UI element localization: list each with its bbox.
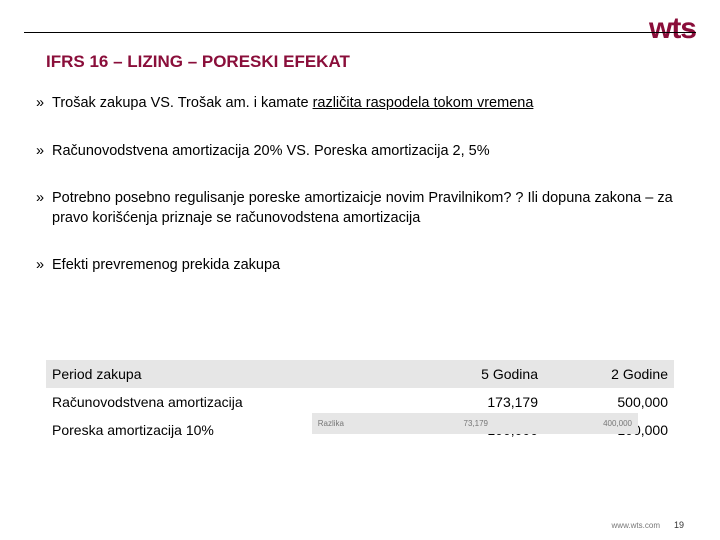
table-cell: 500,000 (544, 392, 674, 412)
data-table: Period zakupa 5 Godina 2 Godine Računovo… (46, 360, 674, 444)
table-header-row: Period zakupa 5 Godina 2 Godine (46, 360, 674, 388)
table-footer-row: Razlika 73,179 400,000 (312, 413, 638, 434)
list-item-text: Efekti prevremenog prekida zakupa (52, 256, 684, 276)
bullet-marker-icon: » (36, 94, 52, 114)
bullet-list: » Trošak zakupa VS. Trošak am. i kamate … (36, 94, 684, 300)
table-cell: 173,179 (414, 392, 544, 412)
list-item-text-prefix: Trošak zakupa VS. Trošak am. i kamate (52, 95, 313, 111)
table-footer-cell: Razlika (312, 417, 350, 430)
table-footer-cell: 73,179 (364, 417, 494, 430)
list-item-text: Računovodstvena amortizacija 20% VS. Por… (52, 142, 684, 162)
list-item-text: Potrebno posebno regulisanje poreske amo… (52, 189, 684, 228)
table-header-cell: 5 Godina (414, 364, 544, 384)
slide-page: wts IFRS 16 – LIZING – PORESKI EFEKAT » … (0, 0, 720, 540)
table-header-cell: 2 Godine (544, 364, 674, 384)
bullet-marker-icon: » (36, 142, 52, 162)
list-item: » Efekti prevremenog prekida zakupa (36, 256, 684, 276)
page-footer: www.wts.com 19 (612, 520, 684, 530)
bullet-marker-icon: » (36, 256, 52, 276)
table-header-cell: Period zakupa (46, 364, 414, 384)
page-number: 19 (674, 520, 684, 530)
horizontal-rule (24, 32, 696, 33)
table-footer-cell: 400,000 (508, 417, 638, 430)
list-item: » Potrebno posebno regulisanje poreske a… (36, 189, 684, 228)
bullet-marker-icon: » (36, 189, 52, 209)
list-item: » Računovodstvena amortizacija 20% VS. P… (36, 142, 684, 162)
list-item: » Trošak zakupa VS. Trošak am. i kamate … (36, 94, 684, 114)
table-row: Računovodstvena amortizacija 173,179 500… (46, 388, 674, 416)
list-item-text: Trošak zakupa VS. Trošak am. i kamate ra… (52, 94, 684, 114)
table-cell: Računovodstvena amortizacija (46, 392, 414, 412)
brand-logo: wts (649, 12, 696, 46)
page-title: IFRS 16 – LIZING – PORESKI EFEKAT (46, 52, 350, 72)
top-bar: wts (24, 24, 696, 52)
footer-url: www.wts.com (612, 521, 660, 530)
list-item-text-underlined: različita raspodela tokom vremena (313, 95, 534, 111)
